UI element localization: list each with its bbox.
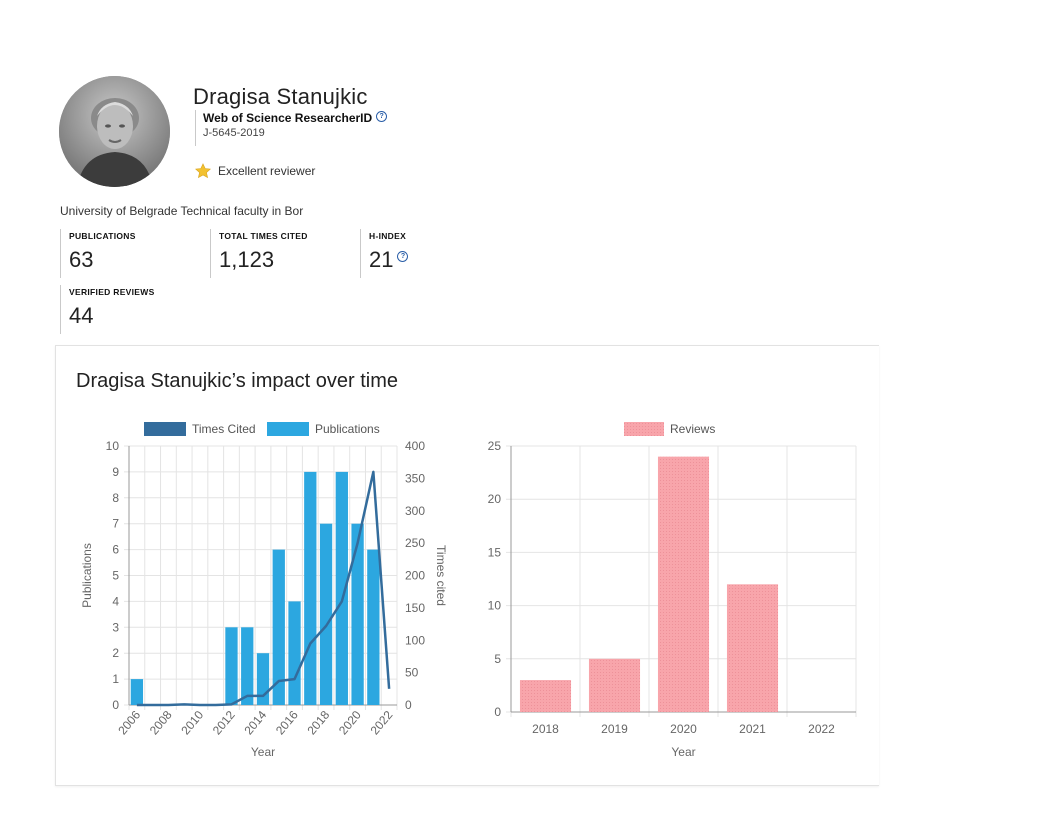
y-tick-label: 4 xyxy=(112,594,119,608)
y-tick-label: 0 xyxy=(494,705,501,719)
question-circle-icon[interactable]: ? xyxy=(397,251,409,262)
y-tick-label: 5 xyxy=(494,652,501,666)
legend-swatch-reviews xyxy=(624,422,664,436)
x-tick-label: 2012 xyxy=(210,708,238,738)
metric-label: TOTAL TIMES CITED xyxy=(219,231,308,241)
badge-label: Excellent reviewer xyxy=(218,164,316,178)
publications-citations-chart: 0123456789100501001502002503003504002006… xyxy=(80,422,448,759)
publications-bar xyxy=(225,627,238,705)
y2-tick-label: 300 xyxy=(405,504,425,518)
x-axis-label: Year xyxy=(251,745,275,759)
legend-label: Publications xyxy=(315,422,380,436)
metric-label: H-INDEX xyxy=(369,231,407,241)
publications-bar xyxy=(241,627,254,705)
legend-swatch-publications xyxy=(267,422,309,436)
y-tick-label: 25 xyxy=(488,439,502,453)
x-tick-label: 2018 xyxy=(304,708,332,738)
y2-tick-label: 400 xyxy=(405,439,425,453)
publications-bar xyxy=(256,653,270,705)
researcher-id-value: J-5645-2019 xyxy=(203,127,265,139)
metric-value: 1,123 xyxy=(219,247,275,272)
x-tick-label: 2020 xyxy=(670,722,697,736)
y2-tick-label: 200 xyxy=(405,569,425,583)
legend-swatch-times-cited xyxy=(144,422,186,436)
impact-title: Dragisa Stanujkic’s impact over time xyxy=(76,370,398,392)
x-tick-label: 2006 xyxy=(115,708,143,738)
metric-verified-reviews[interactable]: VERIFIED REVIEWS 44 xyxy=(60,285,199,334)
publications-bar xyxy=(130,679,144,705)
y-tick-label: 10 xyxy=(106,439,120,453)
y2-tick-label: 100 xyxy=(405,633,425,647)
y2-tick-label: 50 xyxy=(405,666,419,680)
times-cited-line xyxy=(136,470,391,707)
y-tick-label: 3 xyxy=(112,620,119,634)
x-axis-label: Year xyxy=(671,745,695,759)
y-tick-label: 5 xyxy=(112,569,119,583)
x-tick-label: 2022 xyxy=(368,708,396,738)
reviews-bar xyxy=(588,658,641,712)
y2-tick-label: 150 xyxy=(405,601,425,615)
profile-name: Dragisa Stanujkic xyxy=(193,84,368,109)
y-tick-label: 7 xyxy=(112,517,119,531)
publications-bar xyxy=(288,601,301,705)
publications-bar xyxy=(335,471,348,705)
y-tick-label: 20 xyxy=(488,492,502,506)
y2-tick-label: 0 xyxy=(405,698,412,712)
publications-bar xyxy=(272,549,285,705)
metric-value: 44 xyxy=(69,303,94,328)
x-tick-label: 2018 xyxy=(532,722,559,736)
excellent-reviewer-badge: Excellent reviewer xyxy=(194,162,315,180)
metric-publications[interactable]: PUBLICATIONS 63 xyxy=(60,229,199,278)
question-circle-icon[interactable]: ? xyxy=(376,111,388,122)
publications-bar xyxy=(367,549,380,705)
y-tick-label: 15 xyxy=(488,545,502,559)
profile-avatar xyxy=(59,76,170,187)
x-tick-label: 2008 xyxy=(147,708,175,738)
x-tick-label: 2022 xyxy=(808,722,835,736)
reviews-bar xyxy=(726,584,779,712)
metric-h-index[interactable]: H-INDEX 21? xyxy=(360,229,499,278)
x-tick-label: 2021 xyxy=(739,722,766,736)
x-tick-label: 2010 xyxy=(178,708,206,738)
metric-label: PUBLICATIONS xyxy=(69,231,136,241)
y2-tick-label: 250 xyxy=(405,536,425,550)
researcher-id-block: Web of Science ResearcherID? J-5645-2019 xyxy=(195,110,388,146)
star-icon xyxy=(195,163,211,179)
reviews-bar xyxy=(657,456,710,712)
publications-bar xyxy=(319,523,333,705)
x-tick-label: 2016 xyxy=(273,708,301,738)
y-axis-label: Publications xyxy=(80,543,94,608)
y-tick-label: 0 xyxy=(112,698,119,712)
publications-bar xyxy=(351,523,364,705)
affiliation: University of Belgrade Technical faculty… xyxy=(60,204,304,218)
y-tick-label: 9 xyxy=(112,465,119,479)
reviews-bar xyxy=(519,680,572,712)
metric-label: VERIFIED REVIEWS xyxy=(69,287,155,297)
metric-value: 63 xyxy=(69,247,94,272)
y-tick-label: 2 xyxy=(112,646,119,660)
publications-bar xyxy=(304,471,317,705)
reviews-chart: 0 5 10 15 20 25 2018 2019 2020 2021 2022 Year Review… xyxy=(488,422,857,759)
y-tick-label: 1 xyxy=(112,672,119,686)
y2-tick-label: 350 xyxy=(405,471,425,485)
metric-times-cited[interactable]: TOTAL TIMES CITED 1,123 xyxy=(210,229,349,278)
researcher-id-label: Web of Science ResearcherID xyxy=(203,111,373,125)
x-tick-label: 2020 xyxy=(336,708,364,738)
y2-axis-label: Times cited xyxy=(434,545,448,606)
x-tick-label: 2019 xyxy=(601,722,628,736)
impact-chart-card: Dragisa Stanujkic’s impact over time xyxy=(55,345,879,786)
metric-value: 21 xyxy=(369,247,394,272)
y-tick-label: 8 xyxy=(112,491,119,505)
legend-label: Reviews xyxy=(670,422,715,436)
legend-label: Times Cited xyxy=(192,422,256,436)
y-tick-label: 10 xyxy=(488,599,502,613)
y-tick-label: 6 xyxy=(112,543,119,557)
x-tick-label: 2014 xyxy=(241,708,269,738)
